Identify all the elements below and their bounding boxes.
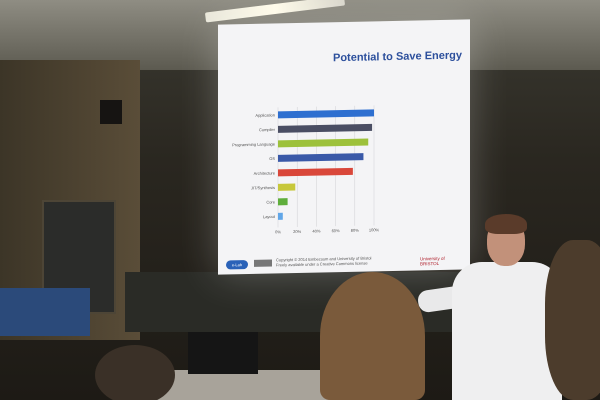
category-label: Core [266, 199, 275, 204]
category-label: Application [255, 112, 275, 117]
creative-commons-badge [254, 259, 272, 267]
bags [0, 288, 90, 336]
category-label: JIT/Synthesis [251, 185, 275, 191]
audience-head-left [95, 345, 175, 400]
bar-compiler [278, 123, 373, 133]
bar-layout [278, 212, 283, 220]
copyright-notice: Copyright © 2014 Embecosm and University… [276, 255, 371, 267]
projection-screen: Potential to Save Energy 0% 20% 40% 60% 80% 1… [218, 19, 470, 275]
category-label: OS [269, 156, 275, 161]
bar-programming-language [278, 138, 369, 148]
x-tick-label: 40% [312, 228, 320, 233]
e-lab-logo: e-Lab [226, 260, 248, 270]
bar-jit-synthesis [278, 183, 296, 191]
category-label: Architecture [254, 170, 276, 175]
category-label: Layout [263, 214, 276, 219]
x-tick-label: 80% [351, 228, 359, 233]
presenter-shirt [452, 262, 562, 400]
bar-core [278, 198, 288, 206]
bar-architecture [278, 167, 353, 177]
x-tick-label: 0% [275, 229, 281, 234]
bar-chart: 0% 20% 40% 60% 80% 100% Application Compiler Pro… [232, 105, 380, 234]
x-tick-label: 20% [293, 229, 301, 234]
x-tick-label: 60% [332, 228, 340, 233]
wall-speaker [100, 100, 122, 124]
lecture-desk [150, 370, 340, 400]
audience-head-center [320, 272, 425, 400]
laptop [188, 332, 258, 374]
audience-head-right [545, 240, 600, 400]
presenter-hair [485, 214, 527, 234]
x-tick-label: 100% [369, 227, 380, 232]
bristol-logo-line-2: BRISTOL [420, 261, 440, 267]
bristol-logo: University of BRISTOL [420, 256, 445, 267]
e-lab-logo-text: e-Lab [231, 262, 243, 268]
bar-os [278, 153, 364, 162]
category-label: Compiler [259, 127, 276, 132]
bar-application [278, 109, 374, 119]
category-label: Programming Language [232, 141, 276, 147]
